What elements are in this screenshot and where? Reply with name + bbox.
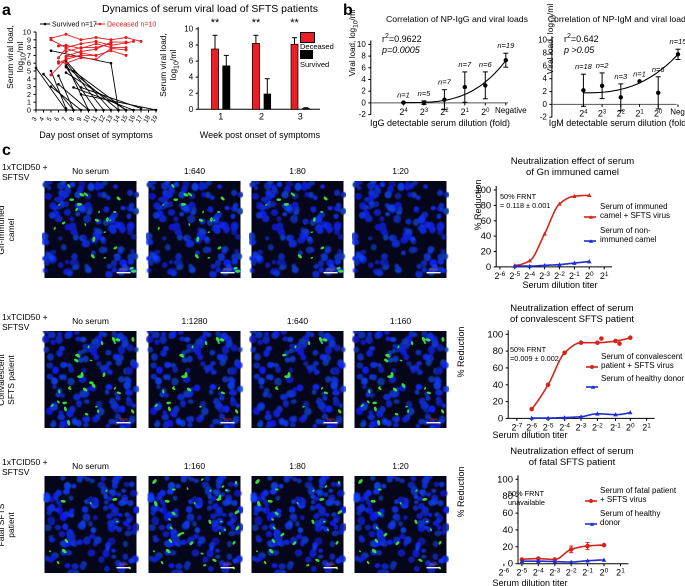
svg-text:Negative: Negative xyxy=(495,106,527,115)
svg-text:23: 23 xyxy=(420,107,429,117)
svg-text:Survived n=17: Survived n=17 xyxy=(52,22,97,29)
svg-text:21: 21 xyxy=(461,107,470,117)
svg-text:**: ** xyxy=(252,17,261,29)
svg-text:Negative: Negative xyxy=(670,107,685,116)
svg-text:0: 0 xyxy=(27,106,31,115)
svg-text:8: 8 xyxy=(189,41,194,50)
svg-text:20: 20 xyxy=(600,567,609,578)
svg-text:5: 5 xyxy=(27,67,31,76)
svg-text:n=15: n=15 xyxy=(670,37,685,46)
svg-text:20: 20 xyxy=(493,397,504,408)
svg-text:80: 80 xyxy=(493,346,504,357)
svg-text:6: 6 xyxy=(361,63,366,72)
svg-text:2-4: 2-4 xyxy=(533,567,544,578)
svg-text:**: ** xyxy=(211,17,220,29)
svg-text:50μm: 50μm xyxy=(223,563,231,567)
svg-text:2: 2 xyxy=(361,87,366,96)
svg-text:n=5: n=5 xyxy=(418,89,432,98)
svg-text:n=6: n=6 xyxy=(479,60,493,69)
svg-text:n=18: n=18 xyxy=(575,62,593,71)
svg-text:2: 2 xyxy=(259,111,264,121)
svg-text:4: 4 xyxy=(27,74,31,83)
svg-text:50μm: 50μm xyxy=(429,268,437,272)
svg-text:20: 20 xyxy=(502,542,513,553)
svg-text:20: 20 xyxy=(481,107,490,117)
svg-text:n=1: n=1 xyxy=(633,69,646,78)
svg-text:50μm: 50μm xyxy=(223,268,231,272)
svg-text:23: 23 xyxy=(598,108,607,118)
svg-text:100: 100 xyxy=(497,474,513,485)
svg-text:50μm: 50μm xyxy=(326,418,334,422)
svg-text:8: 8 xyxy=(27,43,31,52)
svg-text:24: 24 xyxy=(399,107,408,117)
svg-text:7: 7 xyxy=(27,51,31,60)
svg-text:10: 10 xyxy=(23,28,31,37)
svg-text:2-2: 2-2 xyxy=(566,567,577,578)
svg-text:100: 100 xyxy=(487,329,503,340)
svg-text:40: 40 xyxy=(493,380,504,391)
svg-text:50μm: 50μm xyxy=(429,418,437,422)
svg-text:50μm: 50μm xyxy=(223,418,231,422)
svg-text:2: 2 xyxy=(542,87,547,96)
svg-text:40: 40 xyxy=(502,525,513,536)
svg-text:60: 60 xyxy=(502,508,513,519)
svg-text:0: 0 xyxy=(361,98,366,107)
svg-text:21: 21 xyxy=(635,108,644,118)
svg-text:0: 0 xyxy=(486,262,491,273)
svg-text:50μm: 50μm xyxy=(119,563,127,567)
svg-text:3: 3 xyxy=(27,82,31,91)
svg-text:0: 0 xyxy=(189,105,194,114)
svg-text:**: ** xyxy=(290,17,299,29)
svg-text:9: 9 xyxy=(27,35,31,44)
svg-text:24: 24 xyxy=(579,108,588,118)
svg-text:n=6: n=6 xyxy=(652,65,666,74)
svg-text:2-6: 2-6 xyxy=(499,567,510,578)
svg-text:50μm: 50μm xyxy=(429,563,437,567)
svg-text:20: 20 xyxy=(654,108,663,118)
svg-text:6: 6 xyxy=(189,57,194,66)
svg-text:2-3: 2-3 xyxy=(549,567,560,578)
svg-text:0: 0 xyxy=(498,413,503,424)
svg-text:n=19: n=19 xyxy=(497,41,515,50)
svg-text:50μm: 50μm xyxy=(119,268,127,272)
svg-text:8: 8 xyxy=(361,52,366,61)
svg-text:6: 6 xyxy=(27,59,31,68)
svg-text:n=2: n=2 xyxy=(596,61,610,70)
svg-text:4: 4 xyxy=(361,75,366,84)
svg-text:50μm: 50μm xyxy=(326,268,334,272)
svg-text:21: 21 xyxy=(642,422,651,433)
svg-text:20: 20 xyxy=(626,422,635,433)
svg-text:n=3: n=3 xyxy=(614,72,628,81)
svg-text:2-2: 2-2 xyxy=(592,422,603,433)
svg-text:10: 10 xyxy=(184,24,193,33)
svg-text:1: 1 xyxy=(27,98,31,107)
svg-text:n=7: n=7 xyxy=(438,78,452,87)
svg-text:0: 0 xyxy=(542,100,547,109)
svg-text:21: 21 xyxy=(616,567,625,578)
svg-text:Deceased n=10: Deceased n=10 xyxy=(107,22,156,29)
svg-text:2: 2 xyxy=(189,89,194,98)
svg-text:2: 2 xyxy=(27,90,31,99)
svg-text:50μm: 50μm xyxy=(326,563,334,567)
svg-text:50μm: 50μm xyxy=(119,418,127,422)
svg-text:1: 1 xyxy=(218,111,223,121)
svg-text:n=7: n=7 xyxy=(458,60,472,69)
svg-text:60: 60 xyxy=(493,363,504,374)
svg-text:2-1: 2-1 xyxy=(610,422,621,433)
svg-text:4: 4 xyxy=(189,73,194,82)
svg-text:3: 3 xyxy=(298,111,303,121)
svg-text:2-5: 2-5 xyxy=(517,567,528,578)
svg-text:2-1: 2-1 xyxy=(582,567,593,578)
svg-text:n=1: n=1 xyxy=(397,90,410,99)
